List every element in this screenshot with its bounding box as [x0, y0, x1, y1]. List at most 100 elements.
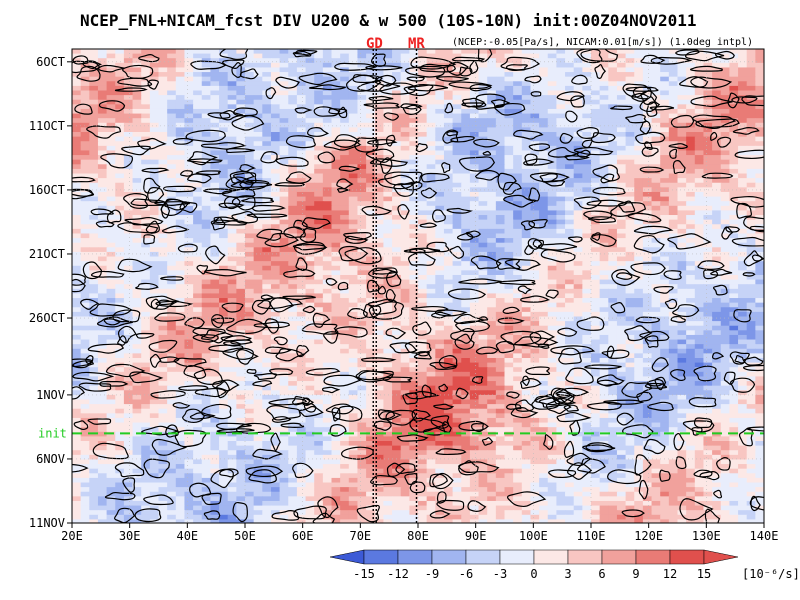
- shade-cell: [556, 261, 566, 267]
- shade-cell: [513, 122, 523, 128]
- shade-cell: [149, 228, 160, 235]
- shade-cell: [469, 173, 480, 179]
- shade-cell: [262, 67, 272, 73]
- shade-cell: [651, 215, 661, 221]
- shade-cell: [366, 122, 376, 128]
- shade-cell: [443, 90, 454, 96]
- shade-cell: [660, 58, 670, 64]
- shade-cell: [201, 62, 211, 69]
- shade-cell: [443, 150, 454, 156]
- shade-cell: [348, 150, 359, 156]
- shade-cell: [677, 122, 687, 128]
- shade-cell: [392, 205, 402, 212]
- shade-cell: [565, 265, 575, 271]
- shade-cell: [426, 279, 436, 285]
- shade-cell: [115, 274, 125, 281]
- shade-cell: [141, 233, 151, 239]
- shade-cell: [582, 141, 592, 147]
- shade-cell: [755, 247, 764, 253]
- shade-cell: [227, 298, 237, 304]
- shade-cell: [253, 274, 263, 281]
- shade-cell: [435, 113, 445, 119]
- shade-cell: [616, 90, 627, 96]
- shade-cell: [504, 159, 514, 165]
- shade-cell: [253, 334, 263, 341]
- shade-cell: [262, 261, 272, 267]
- shade-cell: [89, 72, 99, 78]
- shade-cell: [383, 85, 393, 92]
- shade-cell: [599, 251, 609, 258]
- shade-cell: [366, 265, 376, 271]
- shade-cell: [253, 284, 263, 290]
- shade-cell: [495, 136, 506, 142]
- shade-cell: [755, 274, 764, 281]
- shade-cell: [547, 99, 557, 105]
- shade-cell: [565, 85, 575, 92]
- shade-cell: [495, 274, 506, 281]
- shade-cell: [253, 288, 263, 295]
- shade-cell: [115, 321, 125, 327]
- shade-cell: [686, 141, 696, 147]
- shade-cell: [530, 141, 540, 147]
- shade-cell: [132, 72, 142, 78]
- shade-cell: [720, 215, 730, 221]
- shade-cell: [443, 141, 454, 147]
- shade-cell: [582, 118, 592, 124]
- shade-cell: [556, 81, 566, 87]
- shade-cell: [478, 228, 488, 235]
- shade-cell: [616, 173, 627, 179]
- shade-cell: [348, 238, 359, 244]
- shade-cell: [227, 224, 237, 230]
- shade-cell: [565, 191, 575, 198]
- shade-cell: [288, 219, 298, 225]
- shade-cell: [461, 293, 471, 299]
- shade-cell: [366, 164, 376, 170]
- shade-cell: [729, 81, 739, 87]
- shade-cell: [270, 173, 281, 179]
- shade-cell: [340, 85, 350, 92]
- shade-cell: [495, 150, 506, 156]
- shade-cell: [149, 155, 160, 161]
- shade-cell: [141, 159, 151, 165]
- shade-cell: [184, 113, 194, 119]
- shade-cell: [668, 49, 679, 55]
- shade-cell: [262, 270, 272, 276]
- shade-cell: [712, 224, 722, 230]
- shade-cell: [201, 330, 211, 336]
- shade-cell: [513, 330, 523, 336]
- shade-cell: [141, 85, 151, 92]
- shade-cell: [703, 256, 713, 262]
- shade-cell: [712, 233, 722, 239]
- shade-cell: [513, 49, 523, 55]
- shade-cell: [296, 191, 307, 198]
- shade-cell: [746, 76, 756, 82]
- shade-cell: [729, 233, 739, 239]
- shade-cell: [184, 284, 194, 290]
- shade-cell: [97, 164, 108, 170]
- shade-cell: [383, 284, 393, 290]
- shade-cell: [530, 205, 540, 212]
- shade-cell: [720, 178, 730, 184]
- shade-cell: [634, 228, 644, 235]
- shade-cell: [270, 118, 281, 124]
- shade-cell: [322, 145, 333, 152]
- shade-cell: [141, 321, 151, 327]
- shade-cell: [132, 164, 142, 170]
- shade-cell: [322, 334, 333, 341]
- shade-cell: [686, 247, 696, 253]
- shade-cell: [123, 72, 134, 78]
- shade-cell: [712, 196, 722, 202]
- shade-cell: [383, 205, 393, 212]
- shade-cell: [591, 76, 601, 82]
- shade-cell: [97, 321, 108, 327]
- shade-cell: [452, 145, 462, 152]
- shade-cell: [322, 173, 333, 179]
- shade-cell: [167, 279, 177, 285]
- shade-cell: [461, 122, 471, 128]
- shade-cell: [738, 182, 748, 188]
- shade-cell: [521, 90, 532, 96]
- shade-cell: [219, 168, 229, 175]
- shade-cell: [149, 76, 160, 82]
- shade-cell: [123, 247, 134, 253]
- shade-cell: [236, 215, 246, 221]
